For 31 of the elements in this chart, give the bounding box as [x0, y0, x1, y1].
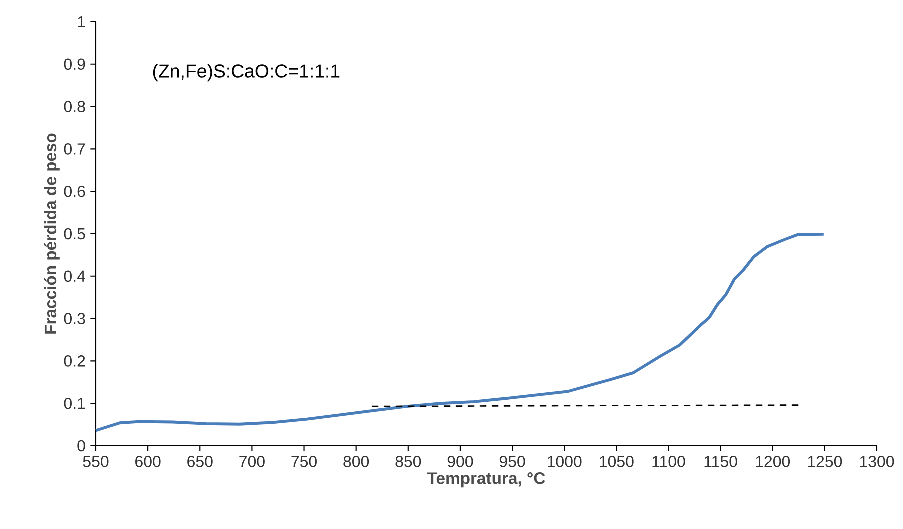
y-tick-label: 0.7 — [64, 144, 86, 155]
y-tick-label: 0.6 — [64, 186, 86, 198]
x-tick-label: 1050 — [600, 456, 634, 468]
y-tick-label: 1 — [78, 16, 86, 28]
y-tick-label: 0.1 — [64, 398, 86, 410]
x-tick-label: 700 — [240, 456, 265, 468]
y-tick-label: 0 — [78, 440, 86, 452]
y-tick-label: 0.2 — [64, 356, 86, 367]
x-tick-label: 850 — [396, 456, 422, 468]
x-tick-label: 1000 — [548, 456, 582, 468]
x-tick-label: 1150 — [704, 456, 738, 468]
x-tick-label: 550 — [83, 456, 109, 468]
x-tick-label: 750 — [292, 456, 317, 468]
y-tick-label: 0.4 — [64, 270, 86, 282]
y-tick-label: 0.9 — [64, 58, 86, 70]
y-tick-label: 0.5 — [64, 228, 86, 240]
x-tick-label: 650 — [188, 456, 213, 468]
x-tick-label: 800 — [344, 456, 370, 468]
y-tick-label: 0.8 — [64, 101, 86, 112]
x-tick-label: 1250 — [808, 456, 842, 468]
x-tick-label: 1200 — [756, 456, 790, 468]
x-tick-label: 950 — [500, 456, 526, 468]
line-series — [94, 232, 826, 432]
y-tick-label: 0.3 — [64, 313, 86, 324]
x-tick-label: 600 — [136, 456, 161, 468]
y-axis-title: Fracción pérdida de peso — [44, 134, 60, 334]
x-tick-label: 1300 — [860, 456, 894, 468]
x-axis-title: Tempratura, °C — [427, 472, 546, 488]
x-tick-label: 900 — [448, 456, 474, 468]
x-tick-label: 1100 — [652, 456, 686, 468]
annotation: (Zn,Fe)S:CaO:C=1:1:1 — [153, 64, 340, 82]
